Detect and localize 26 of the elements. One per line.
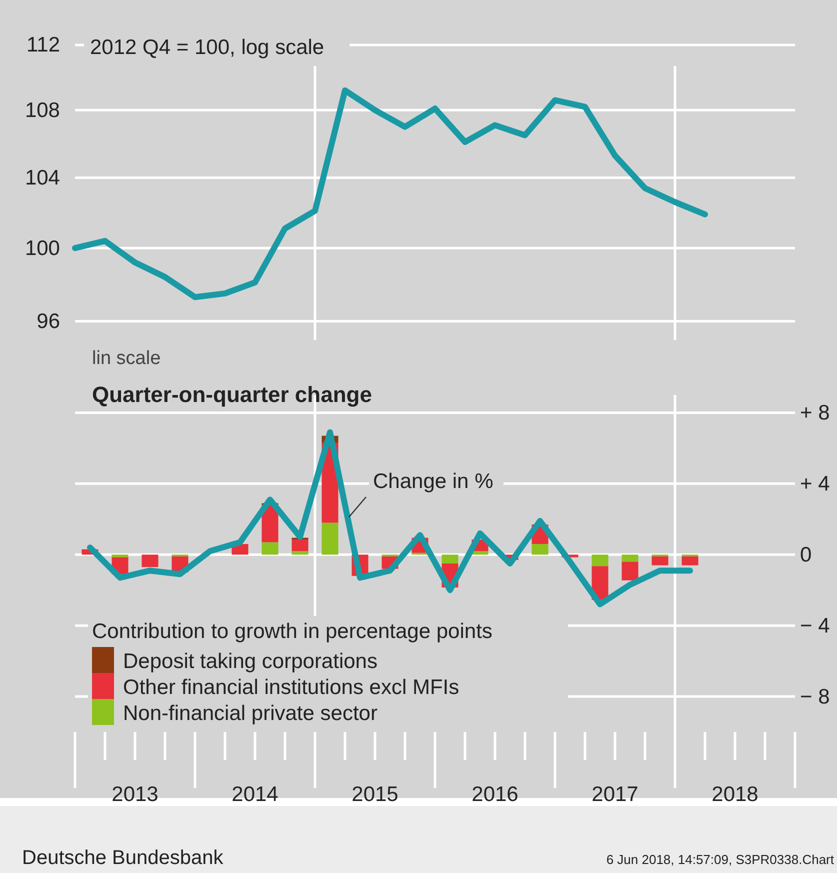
y-axis-title: 2012 Q4 = 100, log scale <box>90 36 324 59</box>
y-tick-label: − 4 <box>800 614 830 638</box>
x-tick-label: 2017 <box>592 782 638 806</box>
series-label: Change in % <box>373 470 494 493</box>
y-tick-label: 100 <box>24 236 60 260</box>
x-tick-label: 2018 <box>712 782 758 806</box>
y-tick-label: − 8 <box>800 685 830 708</box>
y-tick-label: 96 <box>36 310 60 333</box>
y-tick-label: + 8 <box>800 401 830 424</box>
legend-label: Other financial institutions excl MFIs <box>123 676 460 699</box>
y-tick-label: + 4 <box>800 472 830 496</box>
legend-title: Contribution to growth in percentage points <box>92 620 492 643</box>
legend-label: Non-financial private sector <box>123 702 378 725</box>
x-tick-label: 2013 <box>112 782 158 806</box>
y-tick-label: 104 <box>24 166 60 190</box>
x-tick-label: 2015 <box>352 782 398 806</box>
x-tick-label: 2016 <box>472 782 518 806</box>
y-tick-label: 112 <box>26 34 60 57</box>
y-tick-label: 108 <box>24 98 60 122</box>
text: lin scale <box>92 348 161 369</box>
legend-label: Deposit taking corporations <box>123 650 378 673</box>
x-tick-label: 2014 <box>232 782 279 806</box>
text: Deutsche Bundesbank <box>22 847 224 869</box>
y-tick-label: 0 <box>800 543 812 566</box>
chart-title: Quarter-on-quarter change <box>92 382 372 407</box>
text: 6 Jun 2018, 14:57:09, S3PR0338.Chart <box>606 852 834 867</box>
